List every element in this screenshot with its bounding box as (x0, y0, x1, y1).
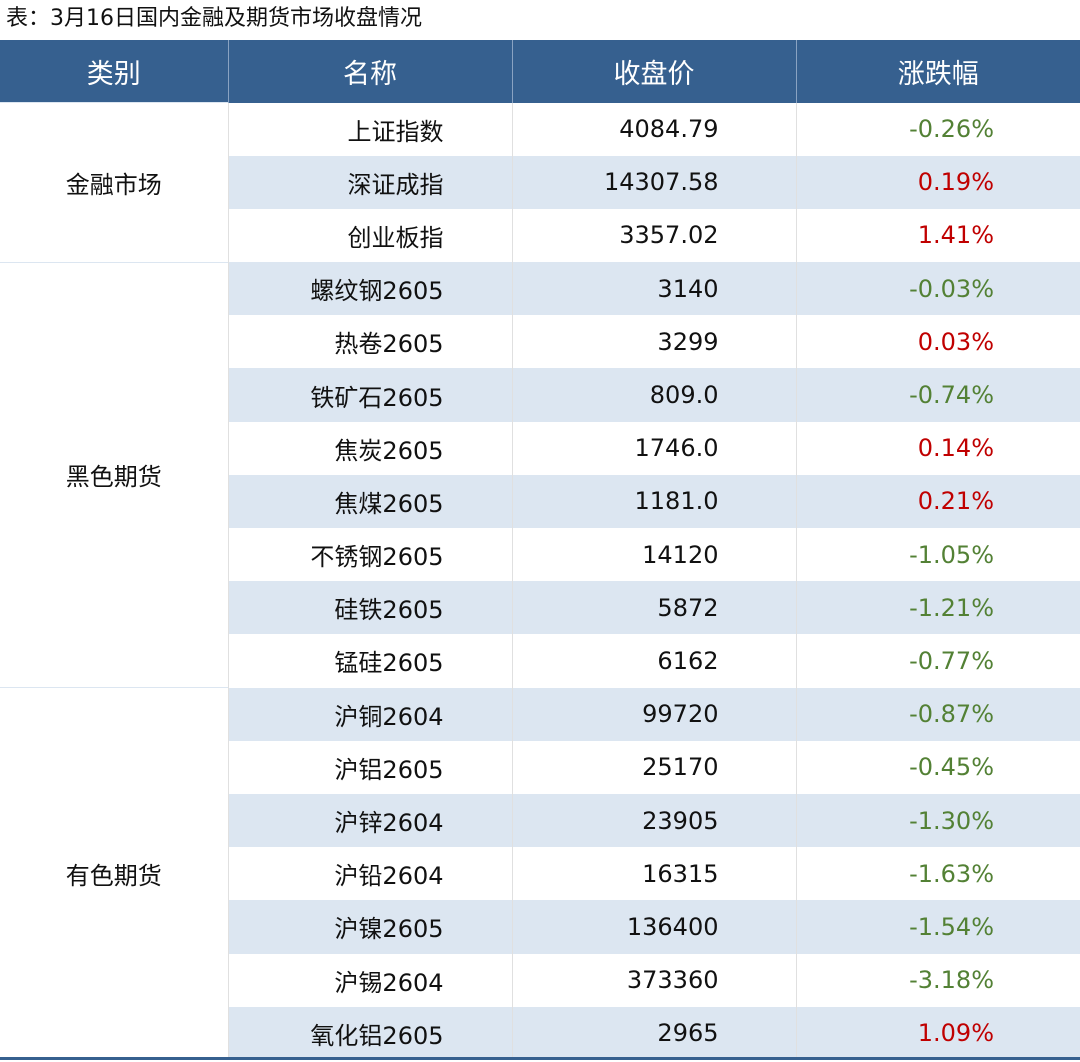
close-cell: 809.0 (511, 368, 796, 422)
change-cell: 0.19% (795, 155, 1080, 209)
name-cell: 创业板指 (227, 208, 512, 263)
table-row: 不锈钢2605 14120 -1.05% (0, 528, 1080, 582)
close-cell: 3299 (511, 315, 796, 369)
close-cell: 1746.0 (511, 421, 796, 475)
name-cell: 沪铜2604 (227, 687, 512, 741)
table-row: 锰硅2605 6162 -0.77% (0, 634, 1080, 688)
table-row: 沪镍2605 136400 -1.54% (0, 900, 1080, 954)
table-row: 沪铝2605 25170 -0.45% (0, 740, 1080, 794)
close-cell: 136400 (511, 900, 796, 954)
change-cell: -0.77% (795, 634, 1080, 688)
close-cell: 3140 (511, 262, 796, 316)
name-cell: 硅铁2605 (227, 581, 512, 635)
change-cell: -1.30% (795, 793, 1080, 848)
change-cell: 1.41% (795, 208, 1080, 263)
name-cell: 沪铅2604 (227, 847, 512, 901)
category-cell: 金融市场 (0, 102, 228, 263)
close-cell: 4084.79 (511, 102, 796, 156)
close-cell: 3357.02 (511, 208, 796, 263)
close-cell: 14307.58 (511, 155, 796, 209)
table-row: 硅铁2605 5872 -1.21% (0, 581, 1080, 635)
header-name: 名称 (227, 40, 512, 103)
change-cell: 0.14% (795, 421, 1080, 475)
name-cell: 沪镍2605 (227, 900, 512, 954)
name-cell: 深证成指 (227, 155, 512, 209)
close-cell: 14120 (511, 528, 796, 582)
header-close: 收盘价 (511, 40, 796, 103)
name-cell: 氧化铝2605 (227, 1006, 512, 1060)
header-row: 类别 名称 收盘价 涨跌幅 (0, 40, 1080, 103)
table-row: 沪锡2604 373360 -3.18% (0, 953, 1080, 1007)
table-row: 有色期货 沪铜2604 99720 -0.87% (0, 687, 1080, 1060)
change-cell: 0.21% (795, 474, 1080, 528)
header-category: 类别 (0, 40, 228, 103)
change-cell: -0.87% (795, 687, 1080, 741)
change-cell: -1.63% (795, 847, 1080, 901)
close-cell: 2965 (511, 1006, 796, 1060)
table-row: 热卷2605 3299 0.03% (0, 315, 1080, 369)
close-cell: 25170 (511, 740, 796, 794)
change-cell: 1.09% (795, 1006, 1080, 1060)
change-cell: -1.21% (795, 581, 1080, 635)
change-cell: -0.45% (795, 740, 1080, 794)
market-close-table: 类别 名称 收盘价 涨跌幅 金融市场 上证指数 4084.79 -0.26% 深证成指 1… (0, 40, 1080, 1060)
change-cell: -3.18% (795, 953, 1080, 1007)
close-cell: 373360 (511, 953, 796, 1007)
change-cell: -1.05% (795, 528, 1080, 582)
close-cell: 99720 (511, 687, 796, 741)
name-cell: 热卷2605 (227, 315, 512, 369)
change-cell: -1.54% (795, 900, 1080, 954)
change-cell: 0.03% (795, 315, 1080, 369)
close-cell: 1181.0 (511, 474, 796, 528)
table-row: 黑色期货 螺纹钢2605 3140 -0.03% (0, 261, 1080, 688)
table-row: 沪铅2604 16315 -1.63% (0, 847, 1080, 901)
table-bottom-border (0, 1057, 1080, 1060)
table-row: 焦煤2605 1181.0 0.21% (0, 474, 1080, 528)
table-row: 深证成指 14307.58 0.19% (0, 155, 1080, 209)
name-cell: 焦炭2605 (227, 421, 512, 475)
name-cell: 上证指数 (227, 102, 512, 156)
name-cell: 铁矿石2605 (227, 368, 512, 422)
close-cell: 23905 (511, 793, 796, 848)
name-cell: 不锈钢2605 (227, 528, 512, 582)
close-cell: 16315 (511, 847, 796, 901)
close-cell: 6162 (511, 634, 796, 688)
table-row: 创业板指 3357.02 1.41% (0, 208, 1080, 263)
table-row: 焦炭2605 1746.0 0.14% (0, 421, 1080, 475)
change-cell: -0.74% (795, 368, 1080, 422)
name-cell: 沪锌2604 (227, 793, 512, 848)
table-title: 表：3月16日国内金融及期货市场收盘情况 (6, 6, 422, 31)
change-cell: -0.03% (795, 262, 1080, 316)
name-cell: 螺纹钢2605 (227, 262, 512, 316)
name-cell: 焦煤2605 (227, 474, 512, 528)
name-cell: 沪铝2605 (227, 740, 512, 794)
change-cell: -0.26% (795, 102, 1080, 156)
table-body: 金融市场 上证指数 4084.79 -0.26% 深证成指 14307.58 0.19% 创业… (0, 102, 1080, 1060)
table-row: 沪锌2604 23905 -1.30% (0, 793, 1080, 848)
close-cell: 5872 (511, 581, 796, 635)
table-row: 金融市场 上证指数 4084.79 -0.26% (0, 102, 1080, 263)
name-cell: 锰硅2605 (227, 634, 512, 688)
header-change: 涨跌幅 (795, 40, 1080, 103)
name-cell: 沪锡2604 (227, 953, 512, 1007)
category-cell: 有色期货 (0, 687, 228, 1060)
table-row: 氧化铝2605 2965 1.09% (0, 1006, 1080, 1060)
table-row: 铁矿石2605 809.0 -0.74% (0, 368, 1080, 422)
category-cell: 黑色期货 (0, 261, 228, 688)
